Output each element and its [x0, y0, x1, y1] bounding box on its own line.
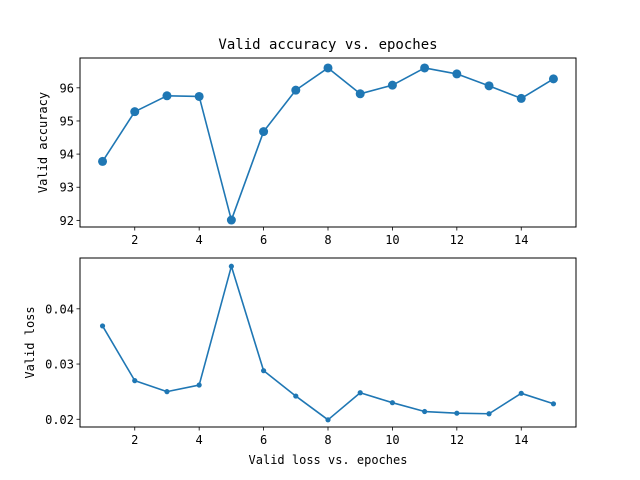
acc-x-tick-label: 10: [385, 233, 399, 247]
acc-plot-frame: [79, 57, 577, 228]
acc-data-point: [130, 107, 140, 117]
acc-data-point: [420, 63, 430, 73]
acc-data-point: [323, 63, 333, 73]
loss-y-tick-label: 0.04: [45, 302, 74, 316]
acc-y-tick-label: 96: [60, 81, 74, 95]
acc-data-point: [291, 85, 301, 95]
loss-y-tick-label: 0.02: [45, 413, 74, 427]
loss-chart: 2 4 6 8 10 12 14 0.02 0.03 0.04 Valid loss vs. epo…: [23, 257, 577, 467]
loss-data-point: [196, 382, 202, 388]
loss-data-point: [260, 368, 267, 374]
acc-y-tick-label: 92: [60, 214, 74, 228]
acc-chart-title: Valid accuracy vs. epoches: [218, 37, 437, 53]
loss-data-point: [550, 401, 557, 407]
acc-x-tick-label: 6: [260, 233, 267, 247]
acc-x-tick-label: 2: [131, 233, 138, 247]
loss-data-point: [293, 393, 299, 399]
acc-x-tick-label: 8: [324, 233, 331, 247]
loss-x-tick-label: 8: [324, 433, 331, 447]
loss-x-tick-label: 10: [385, 433, 399, 447]
acc-data-point: [484, 81, 494, 91]
acc-data-point: [355, 89, 365, 99]
loss-x-tick-label: 2: [131, 433, 138, 447]
loss-data-point: [422, 408, 428, 415]
loss-x-axis-label: Valid loss vs. epoches: [249, 453, 408, 467]
loss-y-axis-label: Valid loss: [23, 306, 37, 378]
acc-series-line: [101, 67, 554, 221]
loss-data-point: [486, 411, 492, 417]
loss-data-point: [389, 400, 396, 406]
acc-data-point: [259, 127, 269, 137]
loss-data-point: [228, 263, 234, 269]
loss-data-point: [518, 390, 524, 396]
loss-data-point: [164, 389, 170, 395]
loss-x-tick-label: 12: [450, 433, 464, 447]
loss-data-point: [132, 378, 138, 384]
acc-x-tick-label: 12: [450, 233, 464, 247]
acc-data-point: [387, 80, 397, 90]
acc-y-axis-label: Valid accuracy: [36, 92, 50, 193]
loss-data-point: [357, 390, 363, 396]
loss-x-tick-label: 6: [260, 433, 267, 447]
loss-plot-frame: [79, 257, 577, 428]
acc-x-tick-label: 4: [196, 233, 203, 247]
acc-data-point: [548, 74, 558, 84]
loss-x-tick-label: 4: [196, 433, 203, 447]
acc-y-tick-label: 95: [60, 114, 74, 128]
accuracy-chart: 2 4 6 8 10 12 14 92 93 94 95 96 Valid accuracy vs. e…: [36, 37, 577, 247]
acc-y-tick-label: 94: [60, 148, 74, 162]
loss-y-tick-label: 0.03: [45, 358, 74, 372]
acc-data-point: [162, 91, 172, 101]
acc-data-point: [98, 156, 108, 166]
acc-y-tick-label: 93: [60, 181, 74, 195]
loss-series-line: [101, 265, 554, 421]
loss-data-point: [325, 417, 331, 423]
acc-data-point: [516, 93, 526, 103]
loss-x-tick-label: 14: [514, 433, 528, 447]
acc-data-point: [194, 91, 204, 101]
acc-data-point: [452, 69, 462, 79]
loss-data-point: [454, 410, 460, 416]
loss-data-point: [99, 323, 106, 329]
acc-data-point: [226, 215, 236, 225]
acc-x-tick-label: 14: [514, 233, 528, 247]
